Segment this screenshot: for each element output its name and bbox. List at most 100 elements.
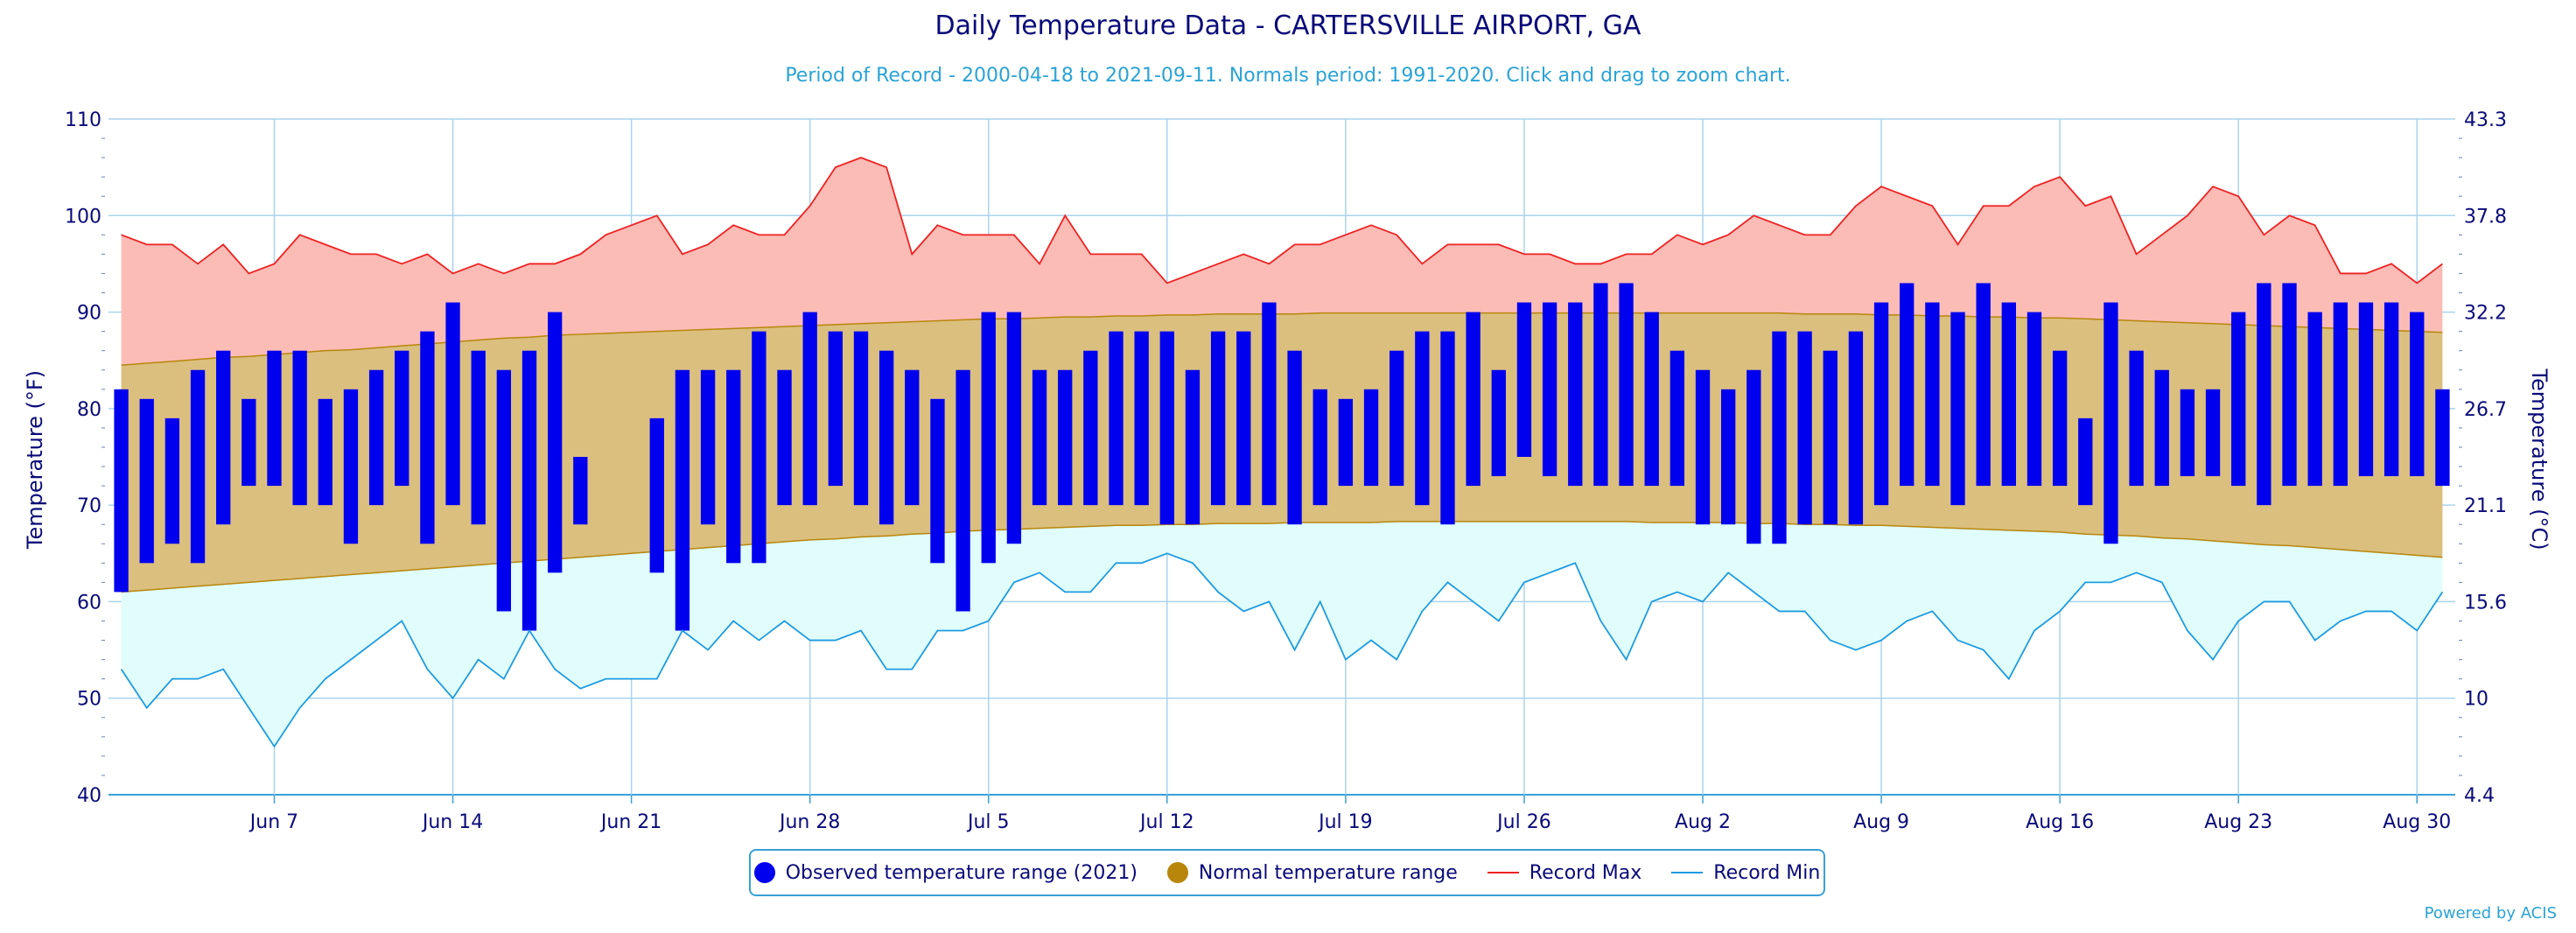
observed-bar — [1568, 302, 1583, 487]
record-min-area — [121, 521, 2443, 747]
observed-bar — [2129, 350, 2144, 487]
legend-label-normal: Normal temperature range — [1198, 861, 1458, 884]
observed-bar — [700, 369, 716, 525]
axes: 40 4.4 50 10 60 15.6 70 21.1 80 26.7 90 32.2 100 37.8… — [65, 109, 2507, 833]
y-tick-label: 70 — [77, 495, 102, 517]
observed-bar — [1083, 350, 1098, 506]
observed-bar — [675, 369, 690, 631]
observed-bar — [1312, 389, 1327, 506]
observed-bar — [1848, 331, 1864, 525]
normal-high-line — [121, 312, 2443, 366]
observed-bar — [2282, 283, 2297, 487]
observed-bar — [1415, 331, 1430, 506]
x-tick-label: Jun 21 — [599, 811, 662, 833]
y2-tick-label: 21.1 — [2464, 495, 2507, 517]
observed-bar — [573, 457, 588, 525]
x-tick-label: Jul 19 — [1317, 811, 1373, 833]
x-tick-label: Aug 30 — [2383, 811, 2451, 833]
observed-bar — [930, 398, 945, 564]
y-tick-label: 50 — [77, 689, 102, 711]
observed-bar — [1287, 350, 1302, 525]
observed-bar — [2435, 389, 2450, 487]
record-max-area — [121, 158, 2443, 366]
observed-bar — [1032, 369, 1047, 506]
legend-item-normal[interactable]: Normal temperature range — [1166, 861, 1458, 884]
observed-bar — [2410, 312, 2425, 477]
observed-bar — [1644, 312, 1659, 487]
observed-bar — [777, 369, 792, 506]
observed-bar — [1925, 302, 1940, 487]
observed-bar — [2180, 389, 2195, 477]
observed-bar — [420, 331, 435, 544]
x-tick-label: Jun 28 — [778, 811, 840, 833]
observed-bar — [242, 398, 256, 487]
observed-bar — [1058, 369, 1073, 506]
observed-bar — [1159, 331, 1174, 525]
legend-item-observed[interactable]: Observed temperature range (2021) — [753, 862, 1138, 884]
x-tick-label: Jul 5 — [966, 811, 1010, 833]
x-tick-label: Aug 2 — [1675, 811, 1731, 833]
observed-bar — [1976, 283, 1991, 487]
observed-bar — [802, 312, 817, 506]
observed-bar — [1721, 389, 1736, 525]
y2-tick-label: 32.2 — [2464, 303, 2507, 325]
powered-by-credit[interactable]: Powered by ACIS — [2424, 904, 2557, 922]
y2-tick-label: 37.8 — [2464, 206, 2507, 228]
observed-bar — [343, 389, 359, 544]
observed-bar — [548, 312, 563, 573]
observed-bar — [2052, 350, 2068, 487]
observed-bar — [1950, 312, 1965, 506]
chart-subtitle: Period of Record - 2000-04-18 to 2021-09… — [785, 65, 1791, 87]
y-tick-label: 100 — [65, 206, 102, 228]
observed-bar — [1491, 369, 1506, 477]
observed-bar — [2026, 312, 2042, 487]
legend-label-record-min: Record Min — [1713, 861, 1821, 884]
observed-bar — [2078, 417, 2093, 506]
observed-bar — [1746, 369, 1761, 544]
observed-bar — [752, 331, 766, 564]
observed-bar — [828, 331, 843, 487]
observed-bar — [956, 369, 970, 612]
normal-swatch-icon — [1166, 862, 1188, 883]
observed-bar — [267, 350, 282, 487]
observed-swatch-icon — [753, 862, 775, 883]
observed-bar — [522, 350, 537, 631]
observed-bar — [2001, 302, 2016, 487]
x-tick-label: Aug 9 — [1853, 811, 1909, 833]
observed-bar — [1262, 302, 1277, 506]
y2-tick-label: 10 — [2464, 689, 2488, 711]
observed-bar — [292, 350, 307, 506]
observed-bar — [1542, 302, 1558, 477]
observed-bar — [164, 417, 180, 544]
observed-bar — [1823, 350, 1838, 525]
legend-item-record-min[interactable]: Record Min — [1671, 862, 1820, 884]
observed-bar — [2358, 302, 2374, 477]
observed-bar — [1210, 331, 1226, 506]
observed-bar — [2333, 302, 2348, 487]
observed-bar — [905, 369, 920, 506]
observed-bar — [1363, 389, 1379, 487]
observed-bar — [471, 350, 486, 525]
observed-bar — [1873, 302, 1889, 506]
observed-bar — [1772, 331, 1787, 544]
y2-tick-label: 15.6 — [2464, 592, 2507, 614]
observed-bar — [139, 398, 154, 564]
y2-tick-label: 4.4 — [2464, 785, 2495, 807]
observed-bar — [2384, 302, 2399, 477]
observed-bar — [395, 350, 410, 487]
legend-item-record-max[interactable]: Record Max — [1487, 862, 1642, 884]
x-tick-label: Aug 16 — [2026, 811, 2094, 833]
observed-bar — [1619, 283, 1634, 487]
y-tick-label: 80 — [77, 399, 102, 421]
observed-bar — [1185, 369, 1200, 525]
y-tick-label: 90 — [77, 303, 102, 325]
observed-bar — [368, 369, 384, 506]
observed-bar — [1236, 331, 1251, 506]
x-tick-label: Jul 26 — [1495, 811, 1551, 833]
observed-bar — [1134, 331, 1149, 506]
observed-bar — [2154, 369, 2169, 487]
observed-bar — [1109, 331, 1124, 506]
x-tick-label: Jun 14 — [421, 811, 483, 833]
observed-bar — [318, 398, 332, 506]
